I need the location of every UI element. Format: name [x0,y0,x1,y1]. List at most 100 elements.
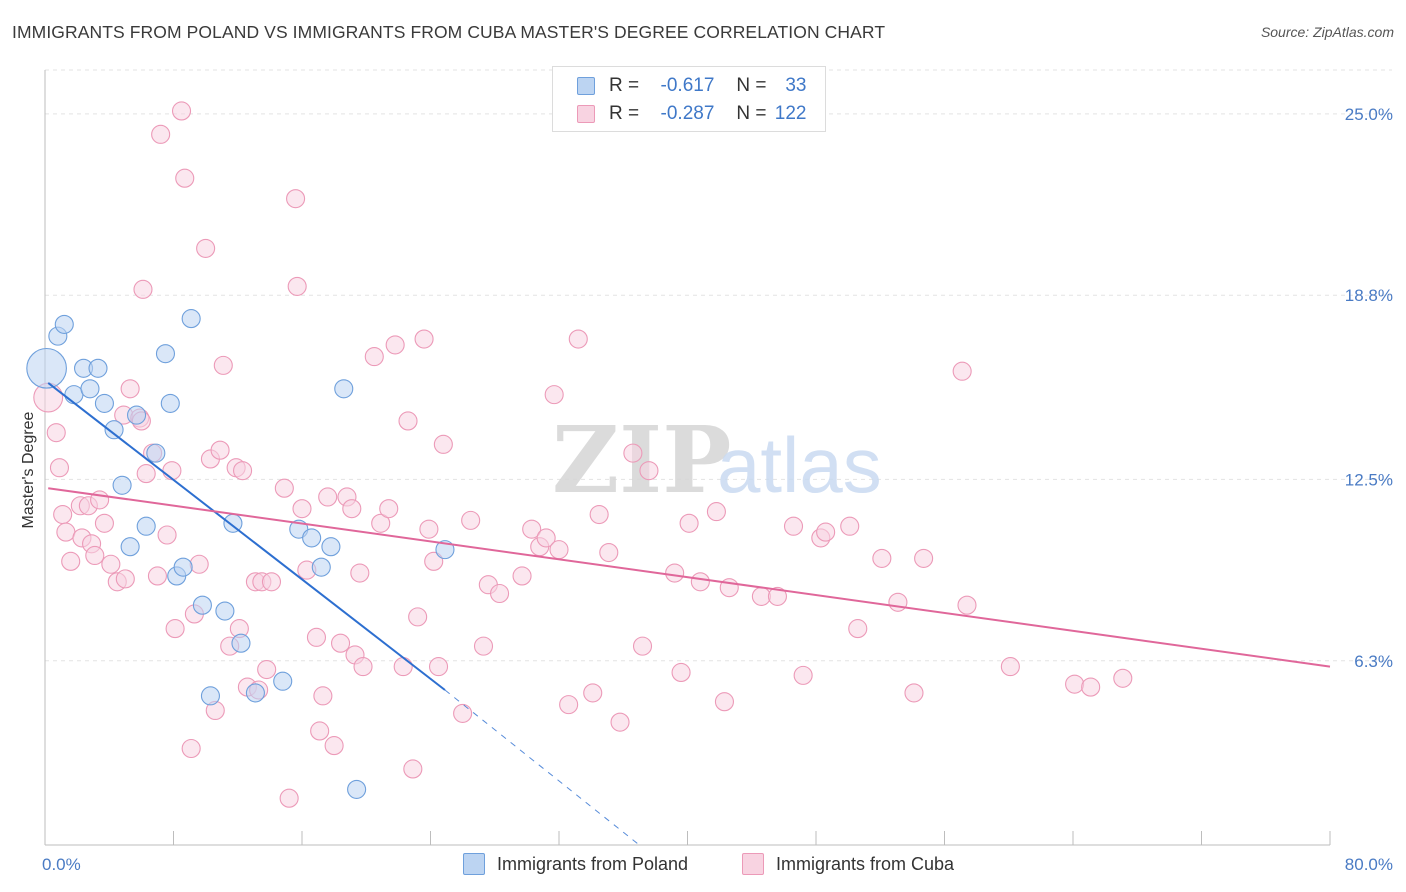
data-point-poland [181,309,201,329]
data-point-poland [321,537,341,557]
data-point-cuba [671,662,691,683]
data-point-cuba [679,513,699,533]
data-point-cuba [589,504,609,525]
data-point-cuba [171,101,192,121]
data-point-cuba [632,636,653,656]
y-tick-labels: 6.3% 12.5% 18.8% 25.0% [1345,105,1393,671]
data-point-cuba [53,504,73,525]
data-point-cuba [330,633,351,653]
data-point-cuba [210,440,230,460]
x-ticks [173,831,1331,845]
data-point-cuba [257,659,277,680]
data-point-poland [26,347,67,389]
data-point-cuba [189,554,209,574]
data-point-cuba [318,487,338,507]
data-point-cuba [56,522,76,542]
data-point-poland [311,557,331,577]
data-point-cuba [1000,657,1020,677]
data-point-cuba [1081,677,1101,697]
x-tick-label-min: 0.0% [42,855,81,874]
series-poland-points [26,309,455,799]
data-point-cuba [568,329,588,349]
data-point-cuba [147,566,167,586]
stats-legend-row-cuba: R = -0.287 N = 122 [577,101,807,127]
data-point-cuba [783,516,804,536]
data-point-cuba [512,566,532,586]
data-point-cuba [957,595,977,615]
data-point-cuba [690,572,710,592]
data-point-cuba [490,583,510,604]
y-tick-label: 6.3% [1354,652,1393,671]
legend-n-label: N = [736,103,767,124]
chart-source: Source: ZipAtlas.com [1260,24,1394,40]
legend-swatch-cuba [742,853,764,875]
data-point-poland [192,595,212,615]
data-point-cuba [714,692,734,712]
data-point-cuba [101,554,121,574]
data-point-cuba [133,279,153,299]
trendline-poland-extension [444,689,640,846]
data-point-cuba [473,636,494,656]
data-point-cuba [453,703,473,723]
data-point-cuba [408,607,428,627]
legend-swatch-cuba [577,105,595,123]
data-point-cuba [393,657,413,677]
data-point-cuba [350,563,370,583]
data-point-cuba [286,189,306,209]
data-point-cuba [306,627,327,647]
data-point-cuba [115,569,135,589]
data-point-cuba [157,525,177,545]
legend-item-poland: Immigrants from Poland [463,850,688,878]
data-point-cuba [414,329,434,349]
data-point-poland [334,379,354,399]
data-point-cuba [559,695,579,715]
data-point-cuba [49,458,70,478]
y-tick-label: 18.8% [1345,286,1393,305]
data-point-poland [120,537,140,557]
data-point-cuba [623,443,643,463]
data-point-cuba [181,738,201,759]
data-point-poland [146,443,166,463]
data-point-cuba [424,551,444,571]
data-point-cuba [1065,674,1085,694]
data-point-cuba [952,361,972,381]
legend-n-value: 122 [774,103,807,124]
stats-legend-row-poland: R = -0.617 N = 33 [577,73,807,99]
chart-title: IMMIGRANTS FROM POLAND VS IMMIGRANTS FRO… [12,22,886,42]
data-point-cuba [85,545,105,566]
data-point-cuba [313,686,333,706]
data-point-poland [94,393,114,413]
data-point-cuba [599,542,619,563]
legend-n-label: N = [736,75,767,96]
legend-r-value: -0.287 [660,103,715,124]
data-point-cuba [292,499,312,519]
gridlines [45,69,1392,662]
data-point-cuba [706,502,726,522]
data-point-cuba [310,721,330,741]
data-point-cuba [398,411,418,431]
data-point-poland [88,358,108,378]
data-point-cuba [371,513,391,533]
watermark-atlas: atlas [717,421,882,509]
data-point-poland [245,683,265,703]
data-point-poland [112,475,132,495]
data-point-cuba [196,238,216,258]
data-point-cuba [364,347,384,367]
data-point-cuba [583,683,603,703]
data-point-cuba [162,461,182,481]
data-point-cuba [175,168,195,188]
data-point-cuba [46,423,66,443]
data-point-cuba [419,519,439,539]
data-point-cuba [428,657,449,677]
data-point-cuba [522,519,542,539]
y-axis-label: Master's Degree [20,411,37,528]
data-point-poland [273,671,293,691]
data-point-cuba [665,563,685,583]
data-point-cuba [751,586,771,606]
data-point-poland [302,528,322,548]
data-point-cuba [136,464,156,484]
watermark-zip: ZIP [552,406,731,514]
legend-n-value: 33 [785,75,807,96]
data-point-poland [215,601,235,621]
data-point-poland [54,314,74,334]
